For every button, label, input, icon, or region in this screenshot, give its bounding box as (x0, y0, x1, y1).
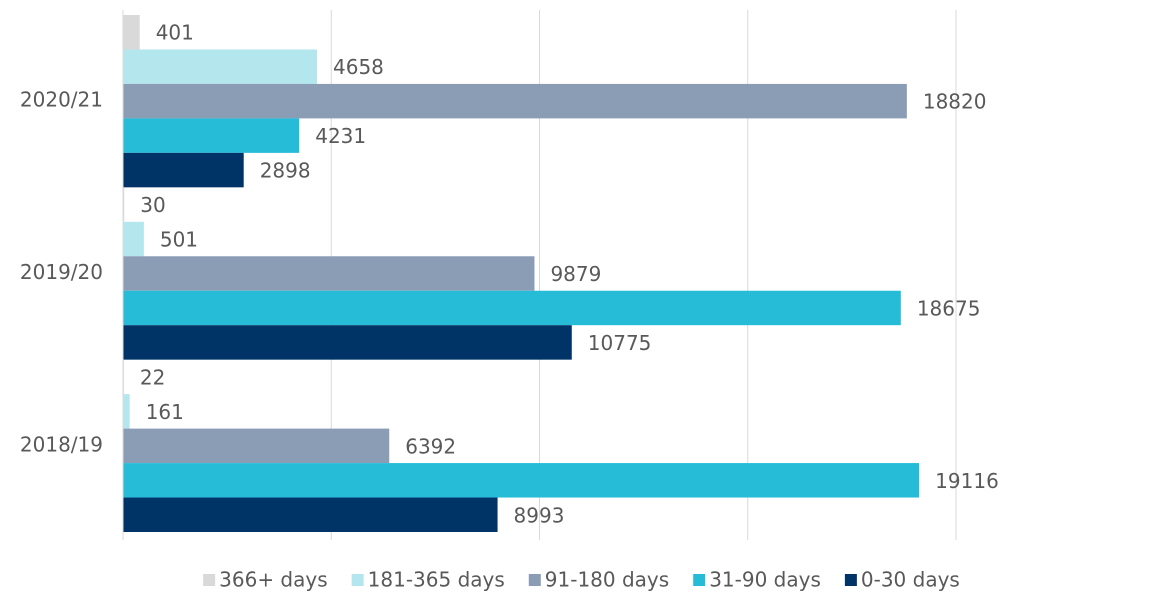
data-label: 4231 (315, 124, 366, 148)
data-label: 30 (140, 193, 165, 217)
bar (123, 49, 318, 84)
legend-label: 366+ days (219, 568, 328, 592)
legend-swatch (351, 574, 364, 586)
y-tick-label: 2018/19 (20, 432, 103, 456)
legend-swatch (693, 574, 706, 586)
data-label: 18820 (923, 90, 987, 114)
bar (123, 83, 907, 119)
y-tick-label: 2019/20 (20, 260, 103, 284)
legend-label: 31-90 days (709, 568, 821, 592)
data-label: 22 (140, 365, 165, 389)
data-label: 9879 (550, 262, 601, 286)
bar (123, 394, 130, 429)
bar (123, 325, 572, 360)
bar (123, 290, 901, 326)
data-label: 19116 (935, 469, 999, 493)
legend-swatch (528, 574, 541, 586)
legend-label: 91-180 days (545, 568, 669, 592)
bar (123, 497, 498, 532)
bar (123, 118, 300, 153)
y-tick-label: 2020/21 (20, 88, 103, 112)
legend-label: 0-30 days (861, 568, 960, 592)
data-label: 8993 (514, 503, 565, 527)
bar (123, 152, 244, 188)
legend-label: 181-365 days (368, 568, 505, 592)
bar (123, 256, 535, 291)
data-label: 10775 (588, 331, 652, 355)
bar (123, 428, 390, 464)
bar (123, 221, 144, 257)
data-label: 4658 (333, 55, 384, 79)
data-label: 401 (156, 21, 194, 45)
bar (123, 187, 125, 222)
data-label: 6392 (405, 434, 456, 458)
data-label: 2898 (260, 159, 311, 183)
data-label: 161 (146, 400, 184, 424)
legend-swatch (203, 574, 216, 586)
data-label: 501 (160, 228, 198, 252)
legend-swatch (844, 574, 857, 586)
bar (123, 15, 140, 50)
bar (123, 463, 920, 498)
data-label: 18675 (917, 296, 981, 320)
